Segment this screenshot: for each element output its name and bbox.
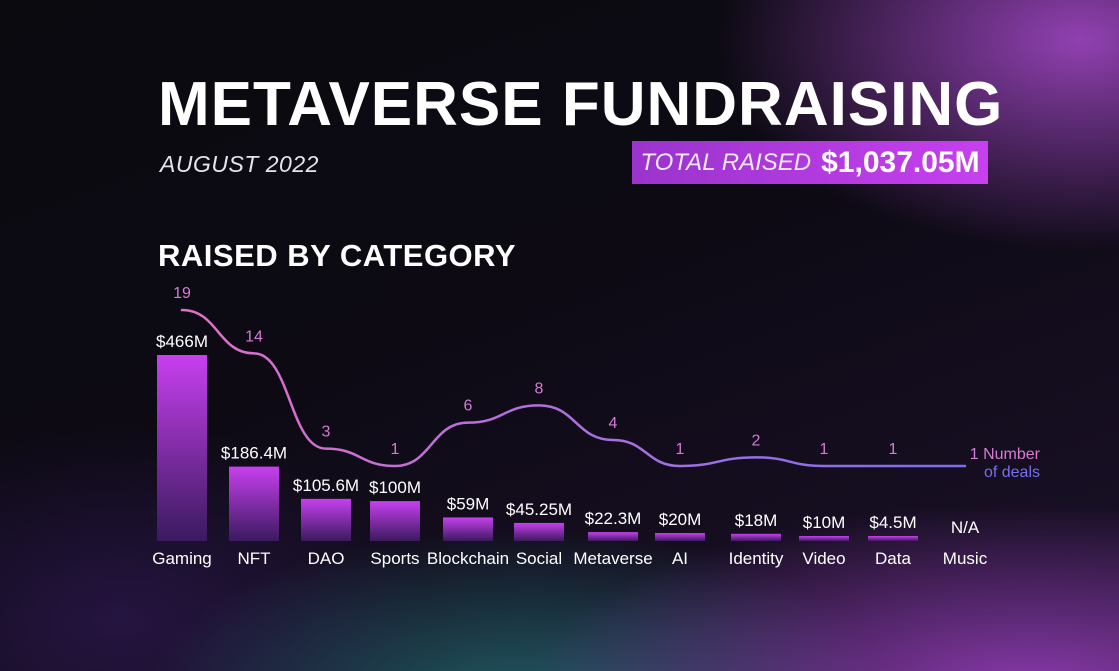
category-label: Blockchain: [427, 549, 509, 568]
category-label: Music: [943, 549, 988, 568]
bar-video: [799, 536, 849, 541]
bar-metaverse: [588, 532, 638, 541]
deal-count-label: 3: [322, 424, 331, 441]
total-raised-badge: TOTAL RAISED $1,037.05M: [632, 141, 988, 184]
category-label: Identity: [729, 549, 784, 568]
deals-line: [180, 308, 967, 468]
report-date: AUGUST 2022: [160, 151, 319, 177]
category-label: Metaverse: [573, 549, 652, 568]
deal-count-label: 2: [752, 432, 761, 449]
deal-count-label: 6: [464, 398, 473, 415]
total-raised-value: $1,037.05M: [821, 145, 980, 179]
deal-count-label: 8: [535, 380, 544, 397]
bar-value-label: $100M: [369, 478, 421, 497]
total-raised-label: TOTAL RAISED: [640, 148, 812, 176]
bar-dao: [301, 498, 351, 541]
deal-count-label: 1: [676, 441, 685, 458]
deal-count-label: 14: [245, 328, 263, 345]
bar-sports: [370, 501, 420, 541]
deal-count-label: 1: [889, 441, 898, 458]
deals-legend-label: of deals: [984, 464, 1040, 481]
bar-ai: [655, 533, 705, 541]
category-label: DAO: [308, 549, 345, 568]
bar-value-label: $105.6M: [293, 476, 359, 495]
bar-data: [868, 536, 918, 541]
bar-blockchain: [443, 517, 493, 541]
category-label: Video: [802, 549, 845, 568]
category-label: Data: [875, 549, 911, 568]
bar-social: [514, 522, 564, 541]
page-title: METAVERSE FUNDRAISING: [158, 70, 1004, 139]
deals-legend-label: 1 Number: [970, 446, 1041, 463]
deal-count-label: 19: [173, 285, 191, 302]
category-label: AI: [672, 549, 688, 568]
bar-value-label: $20M: [659, 510, 702, 529]
category-label: Sports: [370, 549, 419, 568]
bar-value-label: $45.25M: [506, 500, 572, 519]
bar-value-label: $18M: [735, 511, 778, 530]
bar-value-label: $10M: [803, 513, 846, 532]
bar-gaming: [157, 355, 207, 541]
bar-identity: [731, 533, 781, 541]
bar-nft: [229, 466, 279, 541]
category-label: Gaming: [152, 549, 212, 568]
deal-count-label: 4: [609, 415, 618, 432]
category-label: NFT: [237, 549, 270, 568]
bar-value-label: $186.4M: [221, 444, 287, 463]
bar-value-label: $4.5M: [869, 513, 916, 532]
bar-value-label: $466M: [156, 332, 208, 351]
category-label: Social: [516, 549, 562, 568]
section-title: RAISED BY CATEGORY: [158, 238, 517, 273]
bar-value-label: $59M: [447, 494, 490, 513]
deal-count-label: 1: [391, 441, 400, 458]
deal-count-label: 1: [820, 441, 829, 458]
bar-value-label: N/A: [951, 518, 980, 537]
bar-value-label: $22.3M: [585, 509, 642, 528]
